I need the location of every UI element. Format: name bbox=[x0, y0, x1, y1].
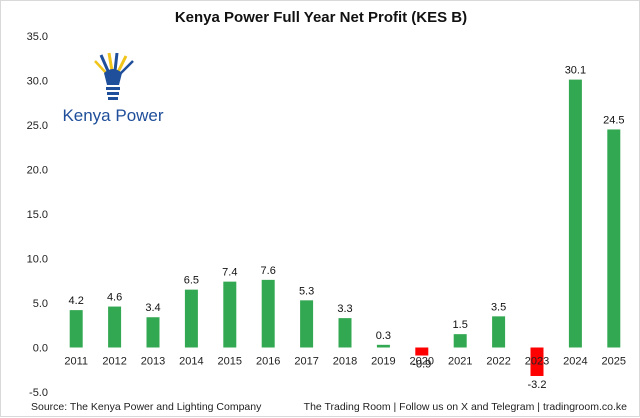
logo-text: Kenya Power bbox=[62, 106, 163, 125]
bar-2023 bbox=[530, 347, 544, 376]
data-label: 3.4 bbox=[145, 302, 160, 314]
data-label: 7.6 bbox=[261, 265, 276, 277]
data-label: 30.1 bbox=[565, 65, 586, 77]
x-tick-label: 2022 bbox=[486, 356, 510, 368]
bar-2022 bbox=[492, 316, 506, 348]
x-tick-label: 2019 bbox=[371, 356, 395, 368]
data-labels: 4.2 4.6 3.4 6.5 7.4 7.6 5.3 3.3 0.3 -0.9 1.5 3.5 -3.… bbox=[69, 65, 625, 391]
source-note: Source: The Kenya Power and Lighting Com… bbox=[31, 401, 262, 413]
bar-2021 bbox=[453, 334, 467, 348]
bar-2012 bbox=[108, 306, 122, 348]
bar-2025 bbox=[607, 129, 621, 348]
bar-series bbox=[69, 79, 621, 376]
y-tick-label: 25.0 bbox=[27, 120, 48, 132]
x-axis: 2011 2012 2013 2014 2015 2016 2017 2018 2019 2020… bbox=[64, 356, 626, 368]
y-tick-label: -5.0 bbox=[29, 387, 48, 399]
y-tick-label: 10.0 bbox=[27, 254, 48, 266]
data-label: 5.3 bbox=[299, 285, 314, 297]
data-label: 7.4 bbox=[222, 267, 237, 279]
x-tick-label: 2014 bbox=[179, 356, 203, 368]
x-tick-label: 2025 bbox=[602, 356, 626, 368]
x-tick-label: 2017 bbox=[294, 356, 318, 368]
x-tick-label: 2012 bbox=[102, 356, 126, 368]
data-label: 24.5 bbox=[603, 114, 624, 126]
y-axis: -5.0 0.0 5.0 10.0 15.0 20.0 25.0 30.0 35.0 bbox=[27, 31, 48, 399]
x-tick-label: 2020 bbox=[410, 356, 434, 368]
x-tick-label: 2018 bbox=[333, 356, 357, 368]
data-label: 4.6 bbox=[107, 292, 122, 304]
bar-2013 bbox=[146, 317, 160, 348]
x-tick-label: 2021 bbox=[448, 356, 472, 368]
bar-2017 bbox=[300, 300, 314, 348]
bar-2020 bbox=[415, 347, 429, 356]
chart-title: Kenya Power Full Year Net Profit (KES B) bbox=[175, 9, 467, 26]
kenya-power-logo: Kenya Power bbox=[62, 52, 164, 125]
y-tick-label: 35.0 bbox=[27, 31, 48, 43]
x-tick-label: 2011 bbox=[64, 356, 88, 368]
bar-2014 bbox=[184, 289, 198, 348]
data-label: -3.2 bbox=[528, 379, 547, 391]
y-tick-label: 0.0 bbox=[33, 343, 48, 355]
data-label: 3.5 bbox=[491, 301, 506, 313]
data-label: 6.5 bbox=[184, 275, 199, 287]
bar-2018 bbox=[338, 318, 352, 348]
x-tick-label: 2016 bbox=[256, 356, 280, 368]
data-label: 1.5 bbox=[453, 319, 468, 331]
x-tick-label: 2015 bbox=[218, 356, 242, 368]
x-tick-label: 2023 bbox=[525, 356, 549, 368]
bar-2011 bbox=[69, 310, 83, 348]
data-label: -0.9 bbox=[412, 359, 431, 371]
light-bulb-icon bbox=[94, 52, 134, 100]
data-label: 3.3 bbox=[337, 303, 352, 315]
bar-2024 bbox=[568, 79, 582, 348]
credit-note: The Trading Room | Follow us on X and Te… bbox=[304, 401, 627, 413]
y-tick-label: 30.0 bbox=[27, 76, 48, 88]
x-tick-label: 2013 bbox=[141, 356, 165, 368]
data-label: 0.3 bbox=[376, 330, 391, 342]
data-label: 4.2 bbox=[69, 295, 84, 307]
y-tick-label: 5.0 bbox=[33, 298, 48, 310]
y-tick-label: 15.0 bbox=[27, 209, 48, 221]
y-tick-label: 20.0 bbox=[27, 165, 48, 177]
bar-2015 bbox=[223, 281, 237, 348]
bar-2016 bbox=[261, 279, 275, 348]
x-tick-label: 2024 bbox=[563, 356, 587, 368]
bar-2019 bbox=[376, 344, 390, 348]
